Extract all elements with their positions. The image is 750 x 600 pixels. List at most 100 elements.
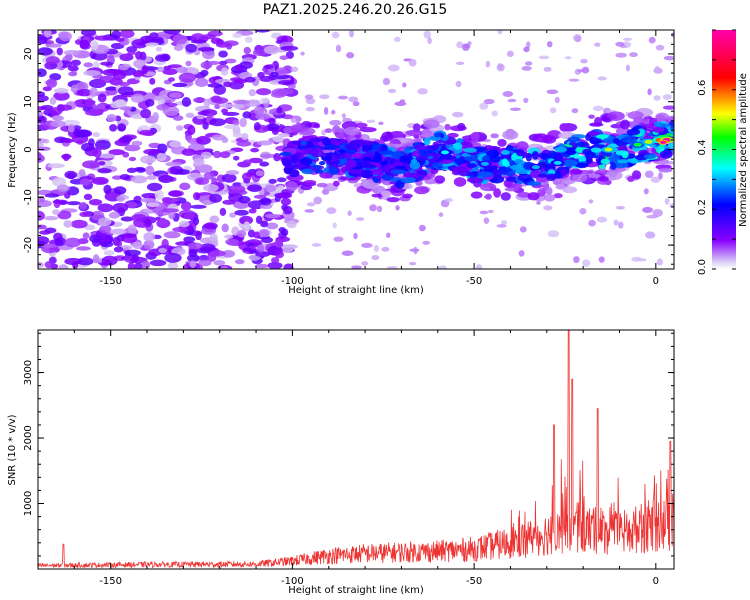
spectrogram-blob: [78, 169, 86, 177]
spectrogram-blob: [553, 193, 563, 199]
spectrogram-blob: [516, 149, 525, 157]
spectrogram-blob: [382, 77, 391, 86]
spectrogram-blob: [330, 140, 344, 146]
spectrogram-blob: [405, 129, 423, 137]
spectrogram-blob: [83, 70, 101, 77]
spectrogram-blob: [509, 107, 522, 112]
spectrogram-blob: [588, 219, 596, 227]
spectrogram-blob: [239, 215, 254, 225]
spectrogram-blob: [395, 205, 400, 211]
spectrogram-blob: [253, 106, 265, 115]
spectrogram-blob: [394, 101, 407, 107]
spectrogram-blob: [276, 177, 287, 183]
spectrogram-blob: [220, 67, 229, 76]
spectrogram-hotspot: [604, 147, 613, 152]
spectrogram-blob: [300, 51, 305, 56]
spectrogram-blob: [218, 50, 228, 58]
spectrogram-blob: [119, 53, 134, 62]
spectrogram-blob: [281, 157, 291, 167]
spectrogram-blob: [97, 203, 114, 213]
spectrogram-blob: [386, 197, 400, 203]
spectrogram-blob: [569, 169, 583, 175]
spectrogram-blob: [38, 146, 51, 151]
spectrogram-blob: [214, 104, 221, 110]
spectrogram-blob: [645, 231, 656, 239]
spectrogram-blob: [45, 43, 62, 48]
y-tick-label: 3000: [23, 360, 34, 385]
spectrogram-blob: [39, 230, 51, 235]
spectrogram-blob: [617, 145, 628, 152]
spectrogram-blob: [554, 146, 567, 153]
spectrogram-blob: [181, 97, 192, 107]
spectrogram-blob: [257, 244, 265, 253]
spectrogram-blob: [53, 91, 70, 101]
spectrogram-blob: [232, 119, 240, 127]
spectrogram-blob: [209, 118, 226, 127]
spectrogram-blob: [427, 37, 432, 45]
spectrogram-blob: [255, 113, 271, 120]
spectrogram-blob: [290, 154, 299, 164]
spectrogram-blob: [190, 204, 207, 209]
spectrogram-blob: [127, 224, 137, 235]
spectrogram-blob: [224, 234, 234, 239]
spectrogram-blob: [244, 36, 253, 43]
spectrogram-blob: [254, 263, 269, 269]
spectrogram-blob: [613, 219, 619, 226]
spectrogram-blob: [655, 44, 665, 51]
spectrogram-blob: [209, 193, 223, 203]
spectrogram-blob: [656, 258, 663, 266]
spectrogram-blob: [334, 153, 347, 159]
spectrogram-blob: [268, 178, 277, 184]
colorbar-tick-label: 0.2: [697, 199, 708, 215]
spectrogram-blob: [309, 137, 324, 143]
spectrogram-blob: [158, 174, 174, 184]
spectrogram-blob: [176, 66, 188, 74]
spectrogram-blob: [361, 261, 369, 266]
spectrogram-blob: [466, 177, 483, 183]
spectrogram-blob: [140, 197, 157, 203]
spectrogram-blob: [259, 153, 277, 158]
spectrogram-blob: [564, 56, 572, 60]
spectrogram-blob: [45, 56, 60, 65]
spectrogram-blob: [143, 232, 156, 242]
spectrogram-blob: [444, 198, 454, 203]
spectrogram-blob: [108, 211, 121, 219]
spectrogram-blob: [179, 182, 191, 191]
spectrogram-blob: [362, 156, 372, 162]
spectrogram-blob: [304, 209, 315, 213]
spectrogram-blob: [244, 76, 256, 83]
spectrogram-blob: [329, 119, 342, 126]
spectrogram-blob: [94, 139, 111, 150]
snr-plot-area: [38, 330, 674, 569]
spectrogram-blob: [268, 118, 276, 126]
spectrogram-blob: [112, 202, 129, 213]
spectrogram-blob: [497, 30, 503, 35]
spectrogram-blob: [98, 225, 112, 234]
spectrogram-blob: [573, 34, 582, 42]
spectrogram-blob: [116, 196, 125, 202]
spectrogram-blob: [300, 140, 308, 146]
spectrogram-blob: [190, 39, 207, 44]
spectrogram-blob: [49, 107, 63, 116]
x-tick-label: -100: [281, 576, 304, 587]
spectrogram-blob: [64, 170, 78, 179]
spectrogram-blob: [402, 82, 407, 88]
spectrogram-blob: [422, 240, 431, 245]
spectrogram-blob: [97, 93, 107, 103]
y-tick-label: 2000: [23, 425, 34, 450]
spectrogram-blob: [155, 54, 170, 62]
spectrogram-blob: [321, 137, 331, 146]
spectrogram-blob: [404, 177, 416, 183]
snr-xlabel: Height of straight line (km): [288, 585, 424, 596]
spectrogram-blob: [423, 137, 431, 146]
spectrogram-blob: [479, 183, 497, 192]
spectrogram-blob: [221, 223, 229, 233]
spectrogram-blob: [38, 210, 45, 221]
spectrogram-blob: [515, 141, 529, 152]
spectrogram-hotspot: [633, 142, 642, 147]
spectrogram-blob: [653, 95, 661, 101]
spectrogram-blob: [143, 239, 155, 250]
spectrogram-blob: [575, 141, 586, 147]
snr-frame: [37, 329, 675, 570]
spectrogram-blob: [414, 144, 426, 151]
